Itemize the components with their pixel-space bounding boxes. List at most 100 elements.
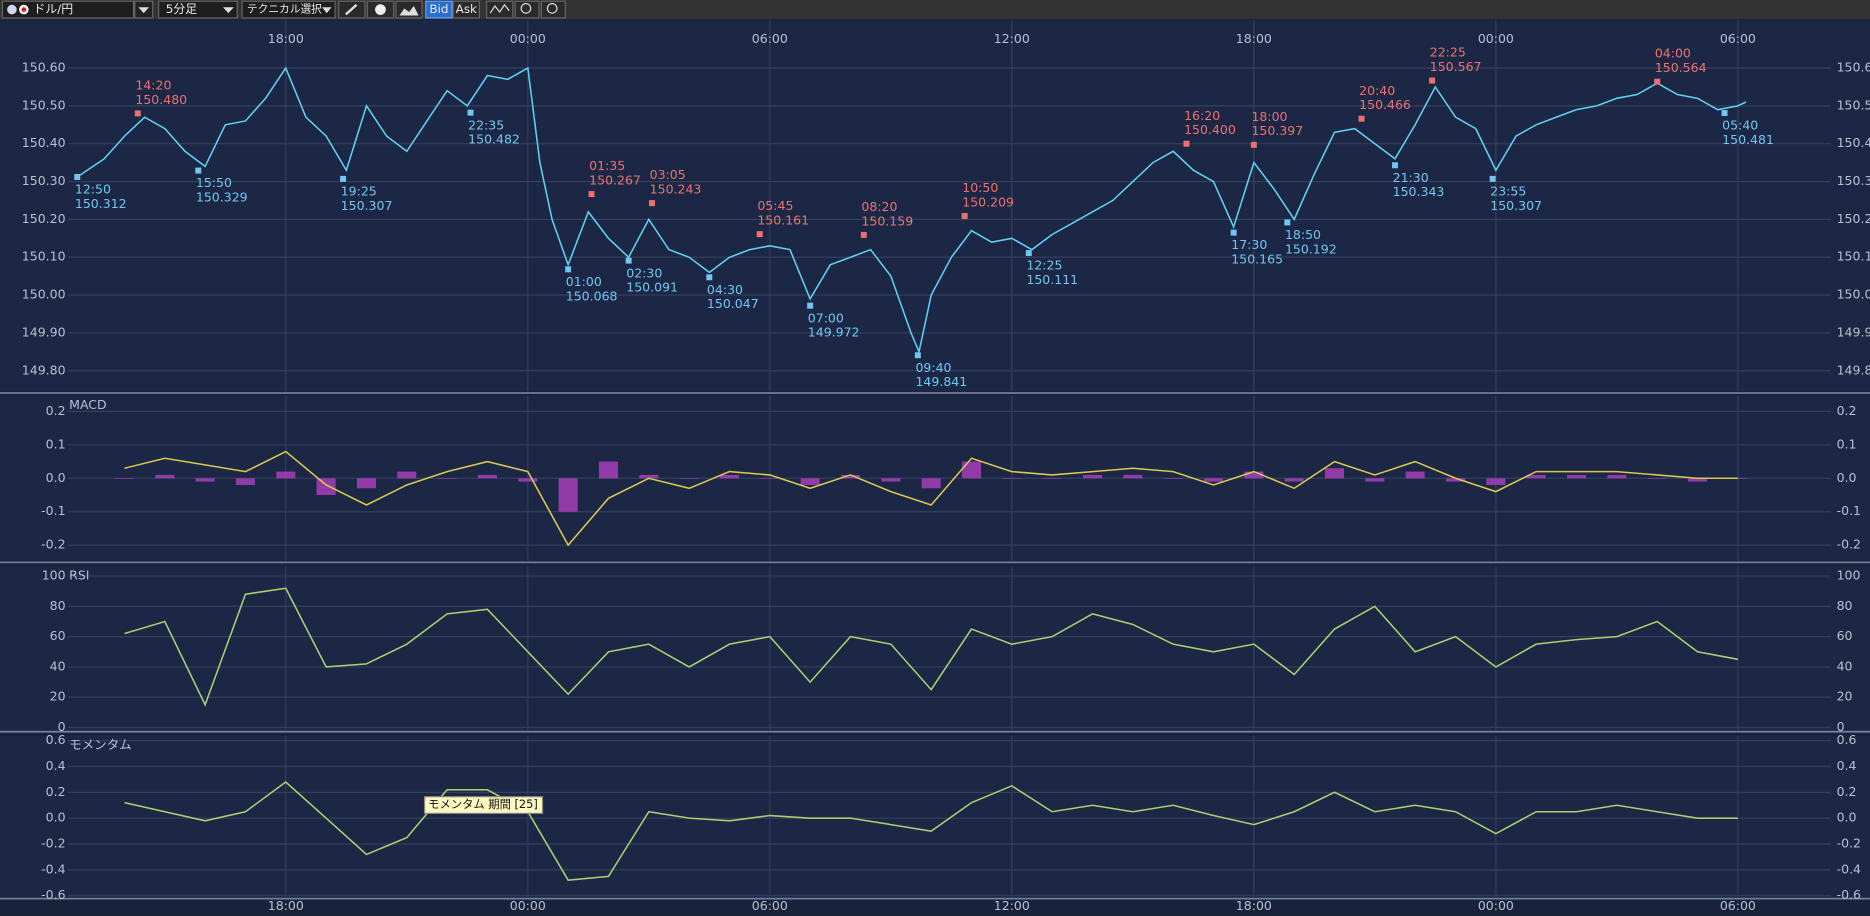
extreme-price: 150.209 (962, 194, 1014, 209)
extreme-marker (860, 231, 867, 238)
histogram-bar (1486, 478, 1506, 485)
y-tick-label: 150.00 (1837, 287, 1870, 302)
extreme-price: 150.192 (1285, 241, 1337, 256)
extreme-time: 07:00 (808, 310, 844, 325)
extreme-price: 150.466 (1359, 97, 1411, 112)
y-tick-label: -0.6 (1837, 887, 1861, 902)
extreme-marker (1429, 77, 1436, 84)
ask-button[interactable] (452, 0, 481, 19)
histogram-bar (1647, 478, 1667, 479)
extreme-price: 150.481 (1722, 132, 1774, 147)
histogram-bar (800, 478, 820, 485)
extreme-marker (467, 109, 474, 116)
y-tick-label: -0.2 (1837, 537, 1861, 552)
extreme-marker (1250, 141, 1257, 148)
flag-us (7, 4, 17, 15)
panel-bg (0, 566, 1870, 730)
dropdown-arrow (322, 7, 332, 14)
histogram-bar (1365, 478, 1385, 482)
x-tick-label: 06:00 (752, 31, 788, 46)
indicator-icon (489, 3, 510, 14)
extreme-price: 150.307 (1490, 198, 1542, 213)
y-tick-label: 149.90 (1837, 324, 1870, 339)
technical-select[interactable] (241, 0, 336, 19)
histogram-bar (1526, 474, 1546, 479)
histogram-bar (1284, 478, 1304, 482)
y-tick-label: -0.4 (41, 861, 65, 876)
histogram-bar (1324, 468, 1345, 479)
extreme-price: 150.243 (650, 181, 702, 196)
y-tick-label: 0.4 (46, 758, 66, 773)
pair-label: ドル/円 (33, 2, 73, 16)
extreme-marker (1230, 229, 1237, 236)
histogram-bar (558, 478, 578, 512)
y-tick-label: 150.00 (22, 287, 66, 302)
indicator-button[interactable] (485, 0, 514, 19)
histogram-bar (155, 474, 175, 479)
y-tick-label: 0.2 (46, 403, 66, 418)
histogram-bar (276, 471, 296, 479)
y-tick-label: 150.50 (22, 97, 66, 112)
extreme-price: 150.068 (566, 288, 618, 303)
extreme-time: 03:05 (650, 167, 686, 182)
extreme-price: 150.165 (1231, 252, 1283, 267)
y-tick-label: -0.2 (1837, 836, 1861, 851)
bid-button[interactable] (425, 0, 453, 19)
y-tick-label: 150.50 (1837, 97, 1870, 112)
x-tick-label: 06:00 (1720, 31, 1756, 46)
extreme-time: 12:50 (75, 182, 111, 197)
extreme-price: 149.972 (808, 325, 860, 340)
technical-label: テクニカル選択 (247, 3, 322, 16)
histogram-bar (1002, 478, 1022, 479)
histogram-bar (639, 474, 659, 479)
y-tick-label: 0.6 (1837, 732, 1857, 747)
y-tick-label: 0.2 (46, 784, 66, 799)
histogram-bar (1687, 478, 1708, 482)
extreme-marker (74, 174, 81, 180)
zoom-out-button[interactable] (514, 0, 540, 19)
y-tick-label: 40 (1837, 658, 1853, 673)
y-tick-label: 150.60 (22, 60, 66, 75)
extreme-price: 150.480 (135, 92, 187, 107)
extreme-marker (914, 352, 921, 359)
dropdown-arrow (223, 7, 234, 14)
extreme-price: 150.161 (757, 213, 809, 228)
histogram-bar (1405, 471, 1425, 479)
y-tick-label: 150.40 (1837, 135, 1870, 150)
flag-jp-dot (21, 7, 27, 12)
zoom-out-icon (520, 3, 532, 14)
extreme-price: 150.400 (1184, 122, 1236, 137)
extreme-marker (756, 231, 763, 238)
extreme-time: 17:30 (1231, 237, 1267, 252)
extreme-time: 18:50 (1285, 227, 1321, 242)
extreme-time: 15:50 (196, 175, 232, 190)
histogram-bar (1123, 474, 1143, 479)
histogram-bar (195, 478, 215, 482)
histogram-bar (397, 471, 417, 479)
panel-title: RSI (69, 568, 89, 583)
bid-label: Bid (429, 2, 448, 16)
y-tick-label: 150.20 (22, 211, 66, 226)
extreme-time: 04:30 (707, 282, 743, 297)
y-tick-label: 150.40 (22, 135, 66, 150)
y-tick-label: 0.0 (1837, 810, 1857, 825)
extreme-marker (195, 167, 202, 174)
histogram-bar (114, 478, 134, 479)
histogram-bar (921, 478, 941, 489)
extreme-marker (588, 191, 595, 198)
histogram-bar (961, 461, 982, 479)
extreme-time: 18:00 (1251, 109, 1287, 124)
extreme-marker (649, 200, 656, 207)
y-tick-label: 150.20 (1837, 211, 1870, 226)
pair-select[interactable] (1, 0, 135, 19)
y-tick-label: 80 (1837, 598, 1853, 613)
extreme-time: 16:20 (1184, 108, 1220, 123)
extreme-time: 09:40 (915, 360, 951, 375)
timeframe-select[interactable] (158, 0, 238, 19)
extreme-time: 01:35 (589, 158, 625, 173)
extreme-time: 02:30 (626, 265, 662, 280)
timeframe-label: 5分足 (166, 2, 197, 16)
zoom-in-button[interactable] (540, 0, 566, 19)
extreme-time: 04:00 (1655, 46, 1691, 61)
